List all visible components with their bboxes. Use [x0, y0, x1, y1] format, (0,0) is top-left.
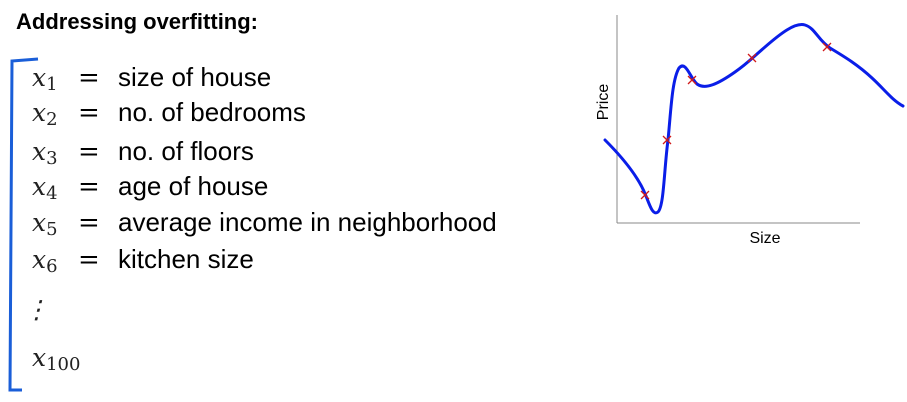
- feature-description: no. of floors: [118, 136, 254, 166]
- point: [747, 53, 757, 63]
- feature-description: average income in neighborhood: [118, 207, 497, 237]
- variable: x6: [32, 245, 58, 277]
- subscript: 100: [46, 354, 80, 375]
- equals: =: [78, 98, 100, 128]
- subscript: 2: [46, 109, 57, 130]
- subscript: 4: [46, 183, 57, 204]
- point: [662, 135, 672, 145]
- feature-description: kitchen size: [118, 244, 254, 274]
- equals: =: [78, 245, 100, 275]
- slide-title: Addressing overfitting:: [16, 9, 258, 34]
- variable: x1: [32, 63, 58, 95]
- sketch-chart: Price Size: [595, 15, 905, 247]
- point: [822, 42, 832, 52]
- subscript: 5: [46, 219, 57, 240]
- variable: x3: [32, 137, 58, 169]
- training-points: [640, 42, 832, 200]
- subscript: 1: [46, 74, 57, 95]
- point: [640, 190, 650, 200]
- y-axis-label: Price: [595, 84, 612, 121]
- equals: =: [78, 137, 100, 167]
- point: [687, 75, 697, 85]
- equals: =: [78, 208, 100, 238]
- feature-description: size of house: [118, 62, 271, 92]
- x-axis-label: Size: [749, 230, 780, 247]
- feature-description: age of house: [118, 171, 268, 201]
- subscript: 3: [46, 148, 57, 169]
- variable-letter: x: [32, 137, 46, 166]
- last-variable: x100: [32, 343, 80, 375]
- variable-letter: x: [32, 208, 46, 237]
- equals: =: [78, 63, 100, 93]
- variable-letter: x: [32, 245, 46, 274]
- fit-curve: [603, 23, 905, 215]
- bracket: [8, 57, 39, 392]
- variable: x: [32, 343, 46, 372]
- variable-letter: x: [32, 98, 46, 127]
- feature-description: no. of bedrooms: [118, 97, 306, 127]
- variable-letter: x: [32, 172, 46, 201]
- variable: x2: [32, 98, 58, 130]
- variable: x5: [32, 208, 58, 240]
- subscript: 6: [46, 256, 57, 277]
- ellipsis: ⋮: [24, 295, 49, 324]
- variable-letter: x: [32, 63, 46, 92]
- equals: =: [78, 172, 100, 202]
- variable: x4: [32, 172, 58, 204]
